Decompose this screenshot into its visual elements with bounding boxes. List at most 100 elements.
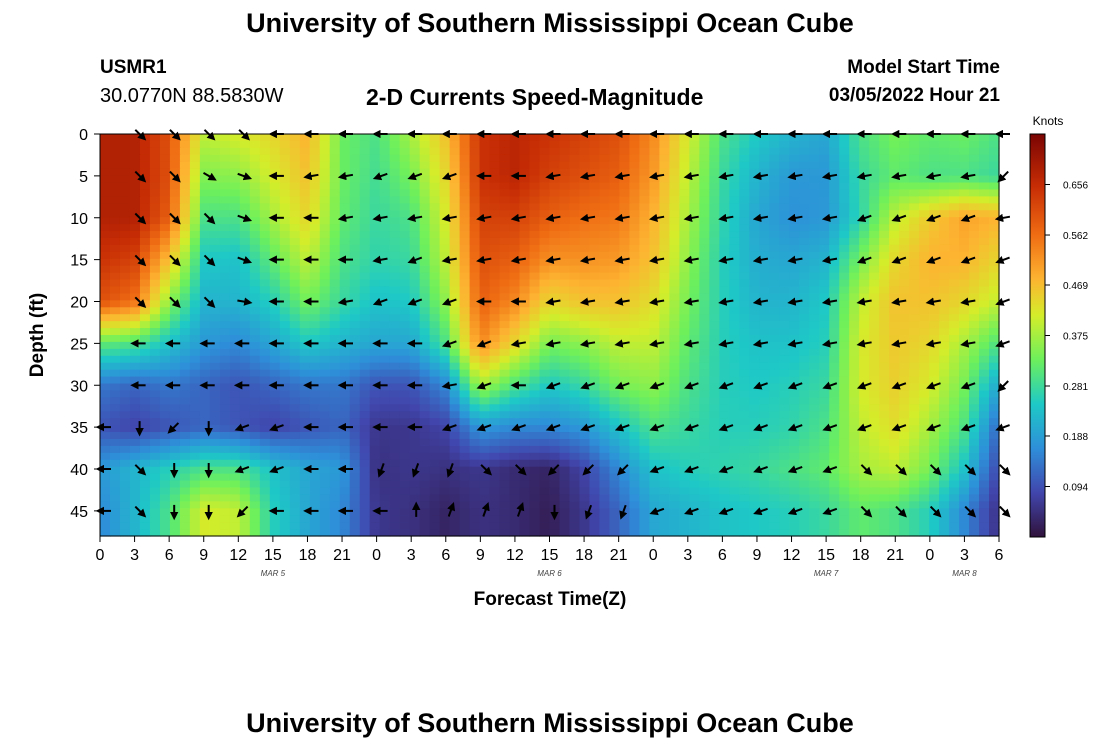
heatmap-cell: [349, 231, 361, 239]
heatmap-cell: [619, 390, 631, 398]
heatmap-cell: [389, 487, 401, 496]
heatmap-cell: [369, 210, 381, 218]
heatmap-cell: [349, 321, 361, 329]
heatmap-cell: [729, 300, 740, 308]
heatmap-cell: [419, 397, 431, 405]
heatmap-cell: [639, 494, 650, 502]
heatmap-cell: [649, 459, 660, 468]
heatmap-cell: [689, 432, 700, 440]
heatmap-cell: [189, 251, 201, 260]
heatmap-cell: [799, 494, 810, 502]
heatmap-cell: [969, 452, 980, 461]
heatmap-cell: [259, 147, 271, 156]
heatmap-cell: [559, 203, 571, 211]
heatmap-cell: [949, 258, 960, 267]
heatmap-cell: [379, 321, 391, 329]
heatmap-cell: [499, 494, 511, 502]
heatmap-cell: [239, 404, 251, 412]
heatmap-cell: [449, 140, 461, 149]
heatmap-cell: [259, 466, 271, 475]
heatmap-cell: [299, 335, 311, 343]
heatmap-cell: [839, 293, 850, 301]
heatmap-cell: [479, 147, 491, 156]
heatmap-cell: [689, 418, 700, 426]
heatmap-cell: [409, 244, 421, 253]
heatmap-cell: [209, 362, 221, 371]
heatmap-cell: [609, 272, 621, 281]
heatmap-cell: [779, 134, 790, 142]
heatmap-cell: [829, 175, 840, 184]
heatmap-cell: [349, 258, 361, 267]
heatmap-cell: [279, 362, 291, 371]
heatmap-cell: [169, 418, 181, 426]
heatmap-cell: [459, 466, 471, 475]
heatmap-cell: [949, 487, 960, 496]
heatmap-cell: [929, 411, 940, 419]
heatmap-cell: [789, 452, 800, 461]
heatmap-cell: [439, 376, 451, 385]
heatmap-cell: [509, 147, 521, 156]
heatmap-cell: [359, 210, 371, 218]
heatmap-cell: [279, 404, 291, 412]
heatmap-cell: [739, 487, 750, 496]
heatmap-cell: [579, 445, 591, 454]
heatmap-cell: [639, 341, 650, 350]
heatmap-cell: [939, 369, 950, 378]
heatmap-cell: [569, 272, 581, 281]
heatmap-cell: [569, 341, 581, 350]
heatmap-cell: [339, 140, 351, 149]
heatmap-cell: [179, 244, 191, 253]
heatmap-cell: [489, 307, 501, 315]
heatmap-cell: [939, 203, 950, 211]
heatmap-cell: [919, 411, 930, 419]
heatmap-cell: [149, 217, 161, 225]
heatmap-cell: [429, 272, 441, 281]
heatmap-cell: [399, 140, 411, 149]
heatmap-cell: [559, 279, 571, 288]
heatmap-cell: [279, 182, 291, 191]
heatmap-cell: [129, 376, 141, 385]
heatmap-cell: [349, 265, 361, 274]
heatmap-cell: [759, 445, 770, 454]
heatmap-cell: [609, 140, 621, 149]
heatmap-cell: [519, 237, 531, 246]
heatmap-cell: [849, 438, 860, 447]
heatmap-cell: [909, 452, 920, 461]
heatmap-cell: [889, 231, 900, 239]
heatmap-cell: [319, 383, 331, 392]
heatmap-cell: [489, 466, 501, 475]
heatmap-cell: [779, 480, 790, 489]
heatmap-cell: [519, 265, 531, 274]
heatmap-cell: [159, 321, 171, 329]
heatmap-cell: [819, 189, 830, 197]
heatmap-cell: [269, 293, 281, 301]
heatmap-cell: [659, 494, 670, 502]
heatmap-cell: [659, 328, 670, 336]
heatmap-cell: [289, 438, 301, 447]
heatmap-cell: [349, 404, 361, 412]
heatmap-cell: [589, 258, 601, 267]
heatmap-cell: [619, 161, 631, 170]
heatmap-cell: [569, 237, 581, 246]
heatmap-cell: [109, 369, 121, 378]
heatmap-cell: [469, 196, 481, 204]
heatmap-cell: [889, 376, 900, 385]
heatmap-cell: [229, 140, 241, 149]
heatmap-cell: [359, 168, 371, 177]
heatmap-cell: [189, 147, 201, 156]
heatmap-cell: [299, 376, 311, 385]
heatmap-cell: [889, 411, 900, 419]
heatmap-cell: [759, 411, 770, 419]
heatmap-cell: [429, 355, 441, 364]
heatmap-cell: [859, 494, 870, 502]
heatmap-cell: [759, 376, 770, 385]
heatmap-cell: [619, 307, 631, 315]
heatmap-cell: [839, 348, 850, 357]
heatmap-cell: [929, 473, 940, 482]
heatmap-cell: [319, 175, 331, 184]
heatmap-cell: [739, 286, 750, 295]
heatmap-cell: [599, 411, 611, 419]
heatmap-cell: [719, 501, 730, 509]
heatmap-cell: [479, 515, 491, 523]
heatmap-cell: [849, 203, 860, 211]
